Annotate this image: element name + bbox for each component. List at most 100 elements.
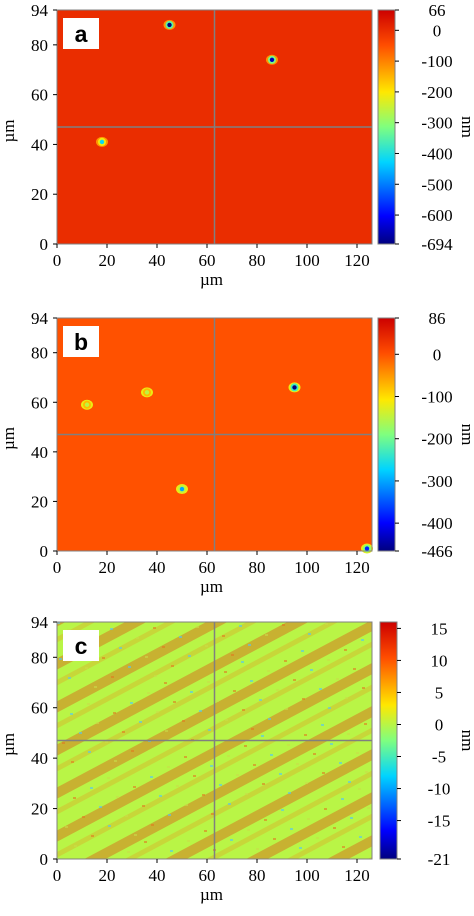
heatmap-noise (304, 734, 307, 736)
heatmap-noise (236, 774, 239, 776)
heatmap-noise (305, 782, 308, 784)
pit-core (99, 139, 105, 145)
heatmap-noise (165, 730, 168, 732)
heatmap-noise (87, 703, 90, 705)
x-axis-label: µm (200, 885, 223, 904)
colorbar-tick-label: 86 (429, 309, 446, 328)
heatmap-noise (182, 720, 185, 722)
heatmap-noise (330, 743, 333, 745)
heatmap-noise (308, 633, 311, 635)
heatmap-noise (94, 686, 97, 688)
y-axis-label: µm (0, 119, 18, 142)
heatmap-noise (208, 729, 211, 731)
heatmap-noise (348, 781, 351, 783)
heatmap-noise (310, 669, 313, 671)
heatmap-noise (65, 826, 68, 828)
heatmap-noise (73, 797, 76, 799)
y-tick-label: 20 (31, 800, 48, 819)
heatmap-noise (224, 671, 227, 673)
heatmap-noise (261, 735, 264, 737)
panel-label-box (63, 326, 99, 357)
plot-frame (56, 621, 373, 860)
x-tick-label: 60 (199, 558, 216, 577)
x-tick-label: 120 (344, 251, 370, 270)
heatmap-noise (358, 788, 361, 790)
y-tick-label: 0 (40, 850, 49, 869)
heatmap-noise (222, 635, 225, 637)
y-tick-label: 0 (40, 235, 49, 254)
heatmap-noise (284, 660, 287, 662)
heatmap-noise (193, 775, 196, 777)
colorbar-tick-label: 15 (431, 619, 448, 638)
heatmap-noise (114, 760, 117, 762)
y-axis-label: µm (0, 427, 18, 450)
heatmap-noise (313, 753, 316, 755)
heatmap-noise (339, 762, 342, 764)
heatmap-noise (333, 827, 336, 829)
heatmap-noise (130, 702, 133, 704)
x-axis-label: µm (200, 577, 223, 596)
heatmap-noise (356, 752, 359, 754)
heatmap-noise (190, 691, 193, 693)
heatmap-noise (247, 829, 250, 831)
heatmap-noise (325, 623, 328, 625)
colorbar (377, 9, 396, 245)
heatmap-noise (345, 697, 348, 699)
colorbar-tick-label: 5 (435, 683, 444, 702)
colorbar-tick-label: 0 (435, 715, 444, 734)
x-tick-label: 80 (249, 866, 266, 885)
heatmap-noise (91, 835, 94, 837)
colorbar-unit-label: nm (458, 116, 474, 138)
heatmap-noise (171, 665, 174, 667)
heatmap-noise (128, 666, 131, 668)
y-tick-label: 40 (31, 749, 48, 768)
heatmap-noise (107, 777, 110, 779)
heatmap-noise (281, 809, 284, 811)
heatmap-noise (170, 850, 173, 852)
colorbar-tick-label: -10 (428, 780, 451, 799)
heatmap-noise (147, 692, 150, 694)
heatmap-noise (241, 661, 244, 663)
heatmap-noise (142, 805, 145, 807)
panel-b: b 0 20 40 60 80 94 0 20 40 60 80 100 120 µm µm 86 0 -100 -2… (0, 309, 474, 596)
y-tick-label: 60 (31, 699, 48, 718)
colorbar-tick-label: -200 (421, 430, 452, 449)
y-tick-label: 94 (31, 309, 49, 328)
colorbar-tick-label: -694 (421, 235, 453, 254)
heatmap-noise (324, 808, 327, 810)
x-tick-label: 20 (99, 866, 116, 885)
heatmap-noise (179, 636, 182, 638)
colorbar-unit-label: nm (458, 730, 474, 752)
heatmap-noise (322, 772, 325, 774)
heatmap-noise (299, 847, 302, 849)
x-tick-label: 80 (249, 251, 266, 270)
heatmap-noise (176, 785, 179, 787)
plot-frame (56, 317, 373, 552)
heatmap-noise (287, 744, 290, 746)
y-tick-label: 80 (31, 648, 48, 667)
y-tick-label: 20 (31, 492, 48, 511)
colorbar-unit-label: nm (458, 424, 474, 446)
heatmap-noise (122, 731, 125, 733)
pit-core (144, 390, 150, 395)
heatmap-noise (153, 627, 156, 629)
heatmap-noise (365, 771, 368, 773)
heatmap-noise (188, 655, 191, 657)
pit-core (292, 385, 297, 390)
heatmap-noise (282, 624, 285, 626)
y-tick-label: 60 (31, 86, 48, 105)
heatmap-noise (173, 701, 176, 703)
x-tick-label: 0 (53, 251, 62, 270)
colorbar (377, 317, 396, 552)
colorbar-tick-label: -100 (421, 388, 452, 407)
y-tick-label: 80 (31, 344, 48, 363)
y-tick-label: 94 (31, 613, 49, 632)
heatmap-noise (154, 675, 157, 677)
colorbar-tick-label: -200 (421, 83, 452, 102)
y-tick-label: 0 (40, 542, 49, 561)
heatmap-noise (285, 708, 288, 710)
heatmap-noise (265, 634, 268, 636)
heatmap-noise (136, 637, 139, 639)
